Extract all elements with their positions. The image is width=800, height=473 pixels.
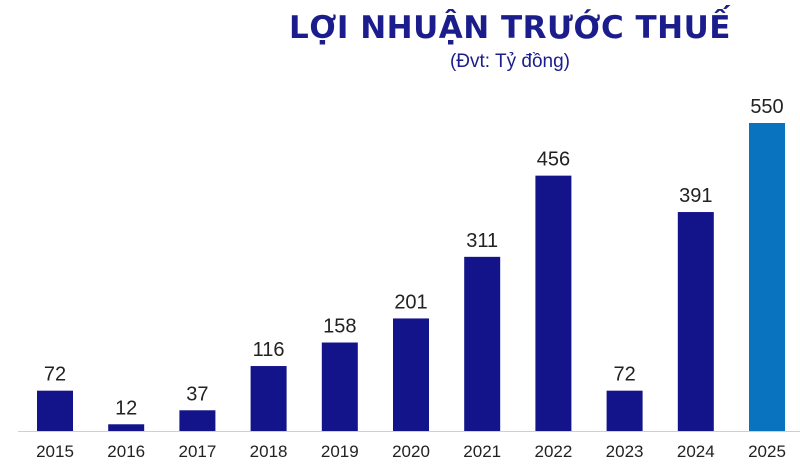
value-label-2016: 12 (115, 397, 137, 419)
value-label-2025: 550 (750, 96, 783, 118)
bar-2017 (179, 410, 216, 431)
bar-2016 (108, 424, 145, 431)
bar-2021 (464, 256, 501, 431)
value-label-2020: 201 (394, 291, 427, 313)
x-tick-label-2024: 2024 (677, 442, 715, 461)
value-label-2018: 116 (253, 339, 285, 361)
value-label-2022: 456 (537, 149, 570, 171)
bars-group (37, 123, 785, 431)
value-label-2017: 37 (186, 383, 208, 405)
bar-2015 (37, 390, 73, 431)
x-tick-label-2016: 2016 (107, 442, 145, 461)
chart-subtitle: (Đvt: Tỷ đồng) (449, 51, 571, 72)
bar-2020 (393, 318, 429, 431)
x-tick-label-2019: 2019 (321, 442, 359, 461)
value-label-2021: 311 (466, 230, 498, 252)
bar-2019 (321, 342, 358, 431)
x-tick-labels-group: 2015 2016 2017 2018 2019 2020 2021 2022 2023 2024… (36, 442, 786, 461)
value-label-2024: 391 (679, 185, 712, 207)
x-tick-label-2018: 2018 (250, 442, 288, 461)
bar-2023 (606, 390, 643, 431)
x-tick-label-2025: 2025 (748, 442, 786, 461)
bar-2022 (535, 175, 572, 431)
value-labels-group: 72 12 37 116 158 201 311 456 72 391 550 (44, 96, 784, 419)
x-tick-label-2015: 2015 (36, 442, 74, 461)
x-tick-label-2017: 2017 (178, 442, 216, 461)
bar-2025 (749, 123, 785, 431)
value-label-2023: 72 (613, 364, 635, 386)
x-tick-label-2023: 2023 (606, 442, 644, 461)
x-tick-label-2020: 2020 (392, 442, 430, 461)
chart-title: LỢI NHUẬN TRƯỚC THUẾ (289, 10, 731, 46)
value-label-2015: 72 (44, 364, 66, 386)
value-label-2019: 158 (323, 316, 356, 338)
x-tick-label-2021: 2021 (463, 442, 501, 461)
x-tick-label-2022: 2022 (534, 442, 572, 461)
bar-2024 (677, 212, 714, 431)
bar-2018 (250, 366, 287, 431)
